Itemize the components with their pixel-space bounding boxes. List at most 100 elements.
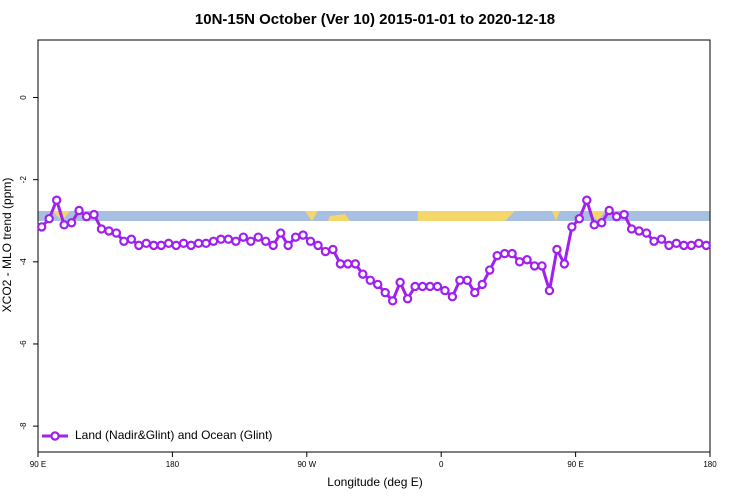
data-point [641,228,652,238]
chart-title: 10N-15N October (Ver 10) 2015-01-01 to 2… [195,11,555,28]
x-tick-label: 90 E [30,460,46,469]
data-point [410,281,420,292]
data-point [246,236,256,246]
data-point [447,292,458,302]
data-point [529,261,540,271]
surface-mask [38,211,710,221]
data-point [455,275,465,285]
data-point [485,265,495,275]
data-point [66,218,77,228]
data-point [268,240,278,251]
data-point [604,205,614,216]
data-point [499,248,510,259]
data-point [552,244,562,255]
y-tick-label: -4 [19,258,28,266]
data-point [178,238,189,249]
x-tick-label: 90 E [567,460,583,469]
data-point [544,285,555,296]
data-point [208,236,219,246]
data-point [567,222,577,232]
data-point [440,285,450,296]
data-point [619,209,629,220]
data-point [74,205,84,216]
data-point [380,287,390,298]
data-point [96,224,107,234]
data-point [679,240,689,251]
data-point [253,232,263,242]
data-point [626,224,637,234]
data-point [470,287,480,298]
data-point [574,213,585,224]
data-point [559,259,570,269]
data-point [694,238,704,249]
data-point [507,248,517,259]
data-point [514,257,525,267]
data-point [589,220,599,230]
y-tick-label: -8 [19,422,28,430]
data-point [89,209,99,220]
data-point [119,236,129,246]
data-point [59,220,69,230]
data-point [305,236,316,246]
data-point [313,240,323,251]
data-point [163,238,174,249]
x-tick-label: 180 [166,460,180,469]
data-point [477,279,487,290]
data-point [238,232,249,242]
data-point [402,294,413,304]
data-point [193,238,204,249]
data-point [216,234,226,244]
y-tick-label: -2 [19,176,28,184]
data-point [373,279,383,290]
data-point [365,275,375,285]
data-point [104,226,114,236]
data-point [358,269,368,279]
data-point [537,261,547,271]
data-point [51,195,62,205]
data-point [298,230,308,240]
data-point [671,238,682,249]
data-point [186,240,196,251]
data-point [634,226,644,236]
data-point [111,228,122,238]
data-point [656,234,667,244]
data-point [462,275,473,285]
data-point [387,296,398,306]
data-point [328,244,338,255]
data-point [417,281,428,292]
data-point [141,238,151,249]
data-point [223,234,234,244]
data-point [290,232,301,242]
data-point [81,211,92,222]
data-point [395,277,405,288]
x-tick-label: 0 [439,460,444,469]
data-point [320,246,331,257]
data-point [37,222,47,232]
data-point [343,259,353,269]
data-point [686,240,697,251]
data-point [432,281,443,292]
data-point [201,238,211,249]
data-point [171,240,181,251]
x-tick-label: 90 W [297,460,316,469]
data-point [149,240,159,251]
data-point [611,211,622,222]
data-point [44,213,54,224]
x-axis-label: Longitude (deg E) [327,475,422,489]
data-point [134,240,144,251]
y-tick-label: -6 [19,340,28,348]
data-point [335,259,346,269]
data-point [664,240,674,251]
data-point [582,195,592,205]
x-tick-label: 180 [703,460,717,469]
data-point [283,240,293,251]
data-point [261,236,271,246]
legend-marker [50,431,60,441]
data-point [492,250,502,261]
data-point [275,228,286,238]
data-point [156,240,166,251]
y-axis-label: XCO2 - MLO trend (ppm) [0,178,14,313]
data-point [350,259,361,269]
data-point [649,236,659,246]
